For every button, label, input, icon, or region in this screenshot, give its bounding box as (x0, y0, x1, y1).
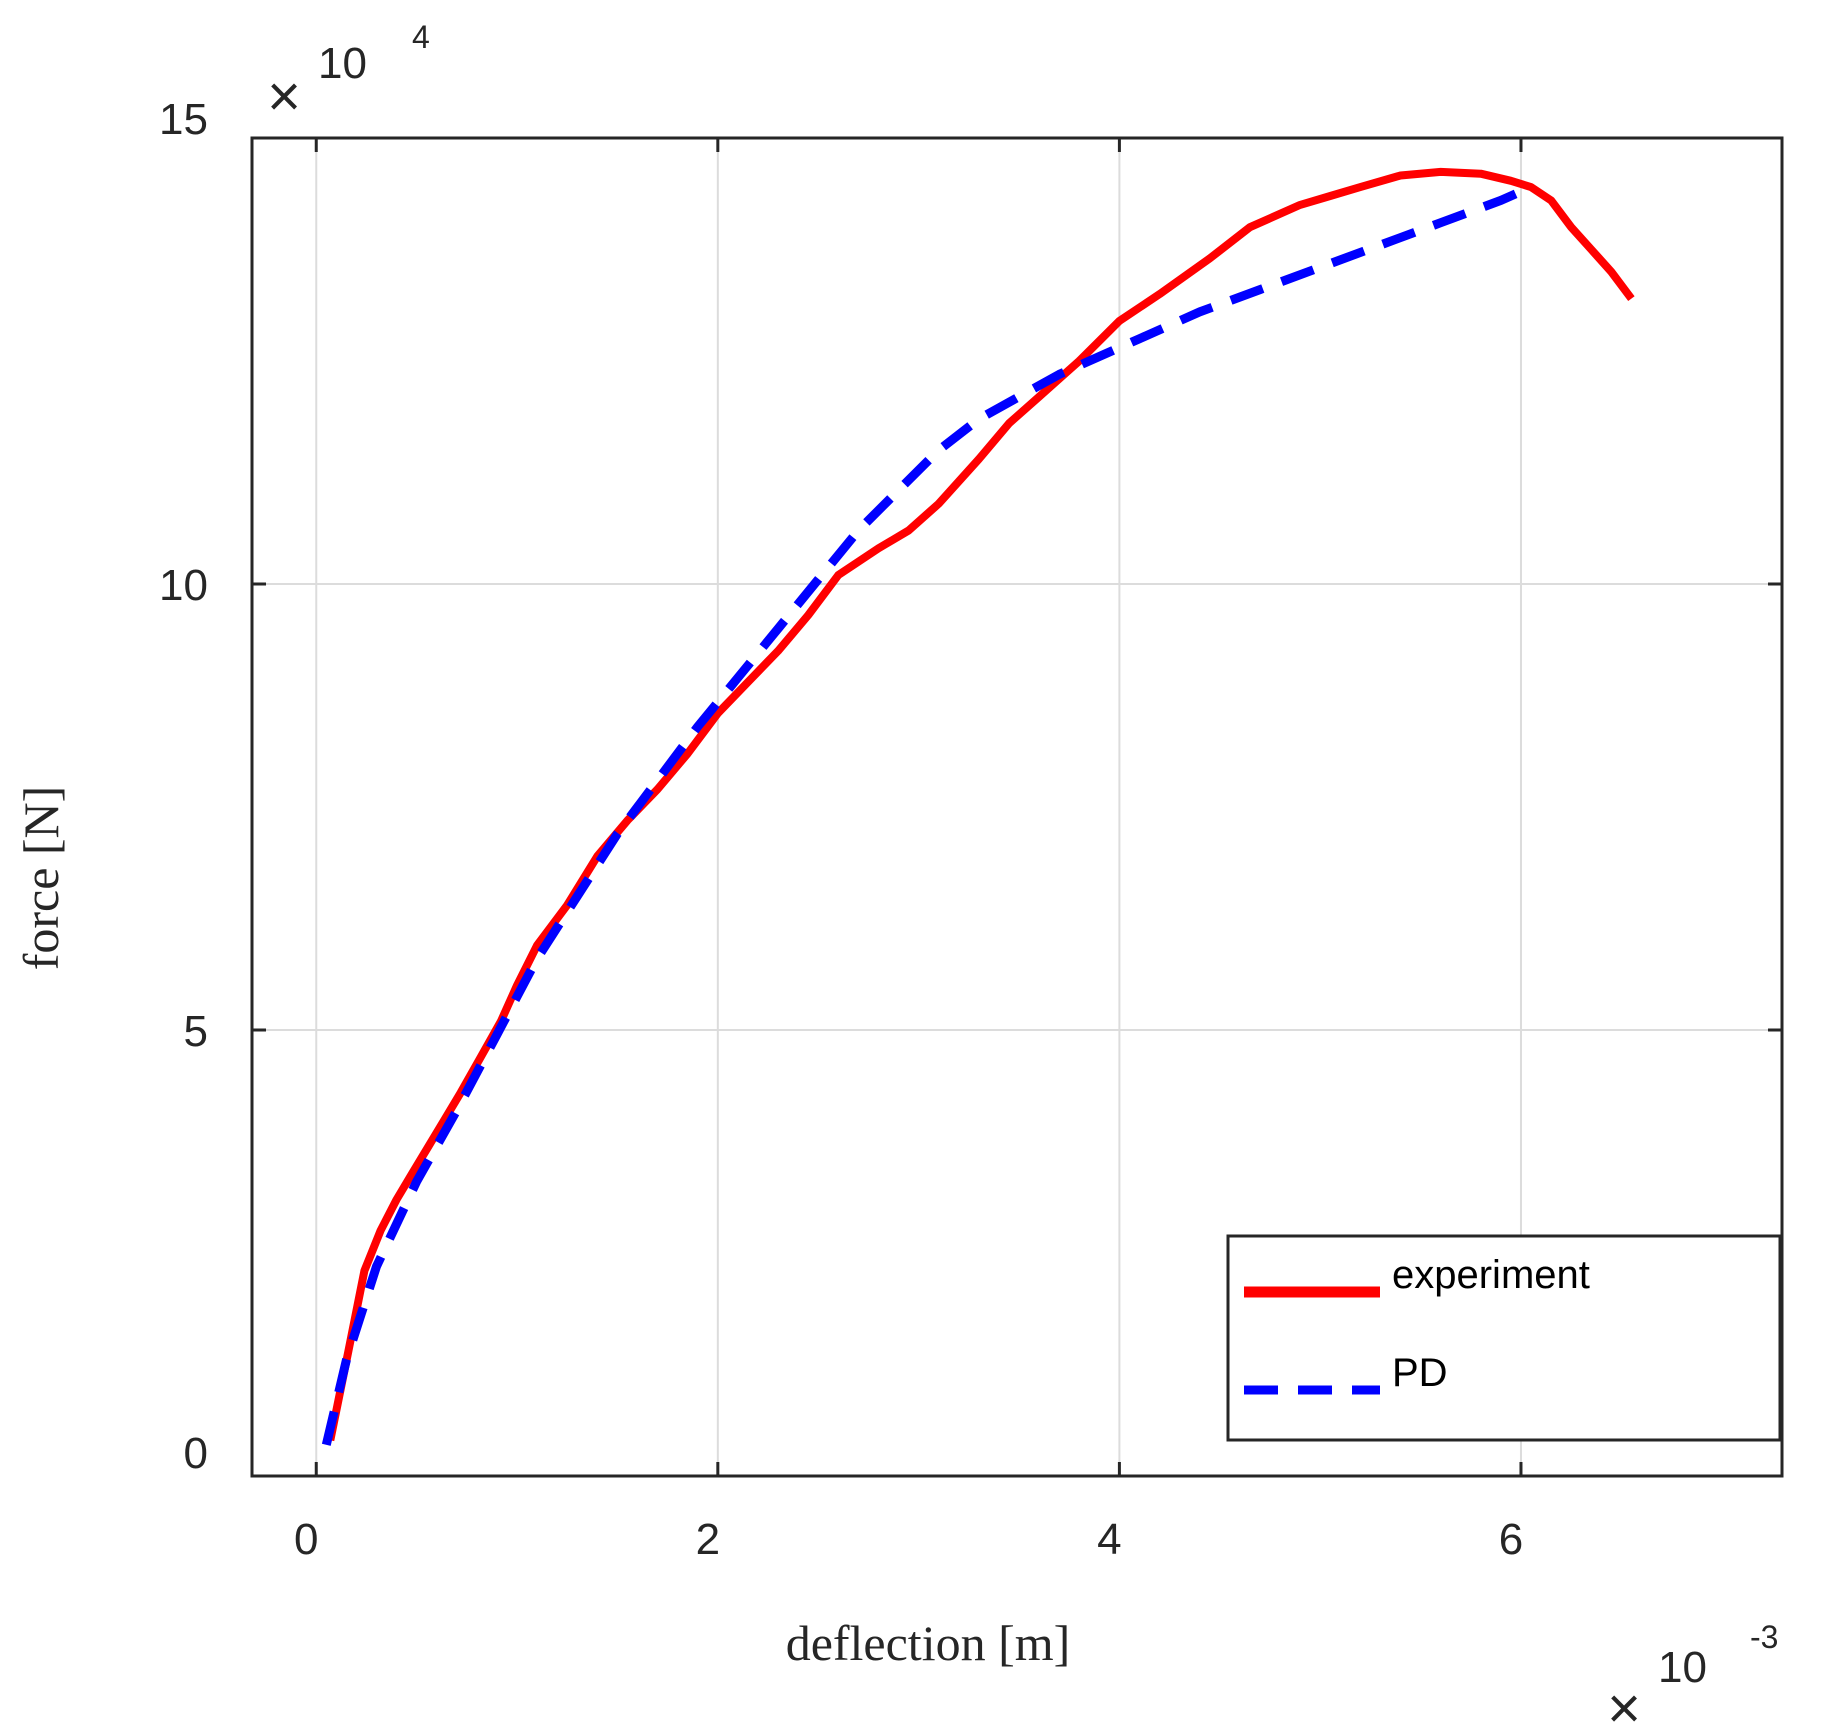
y-tick-label: 15 (159, 95, 208, 144)
x-axis-label: deflection [m] (786, 1615, 1071, 1671)
ticks-layer: 0 2 4 6 0 5 10 15 (159, 95, 1782, 1564)
y-exponent-base: 10 (318, 39, 367, 88)
y-tick-label: 5 (184, 1007, 208, 1056)
x-exponent-power: -3 (1750, 1619, 1778, 1655)
series-layer (321, 167, 1635, 1446)
y-exponent-label: × 10 4 (267, 19, 430, 129)
y-axis-label: force [N] (13, 786, 69, 971)
axes-box (250, 136, 1784, 1478)
y-exponent-times-icon: × (267, 64, 301, 129)
legend-label-experiment: experiment (1392, 1253, 1590, 1297)
y-exponent-power: 4 (412, 19, 430, 55)
legend-box (1226, 1234, 1782, 1442)
x-tick-label: 4 (1097, 1515, 1121, 1564)
legend-label-pd: PD (1392, 1351, 1448, 1395)
series-line-experiment (326, 167, 1635, 1442)
x-tick-label: 6 (1499, 1515, 1523, 1564)
legend: experiment PD (1226, 1234, 1782, 1442)
y-tick-label: 10 (159, 561, 208, 610)
x-exponent-base: 10 (1658, 1643, 1707, 1692)
x-tick-label: 2 (696, 1515, 720, 1564)
y-tick-label: 0 (184, 1429, 208, 1478)
x-exponent-times-icon: × (1607, 1676, 1641, 1732)
x-tick-label: 0 (294, 1515, 318, 1564)
x-exponent-label: × 10 -3 (1607, 1619, 1778, 1732)
